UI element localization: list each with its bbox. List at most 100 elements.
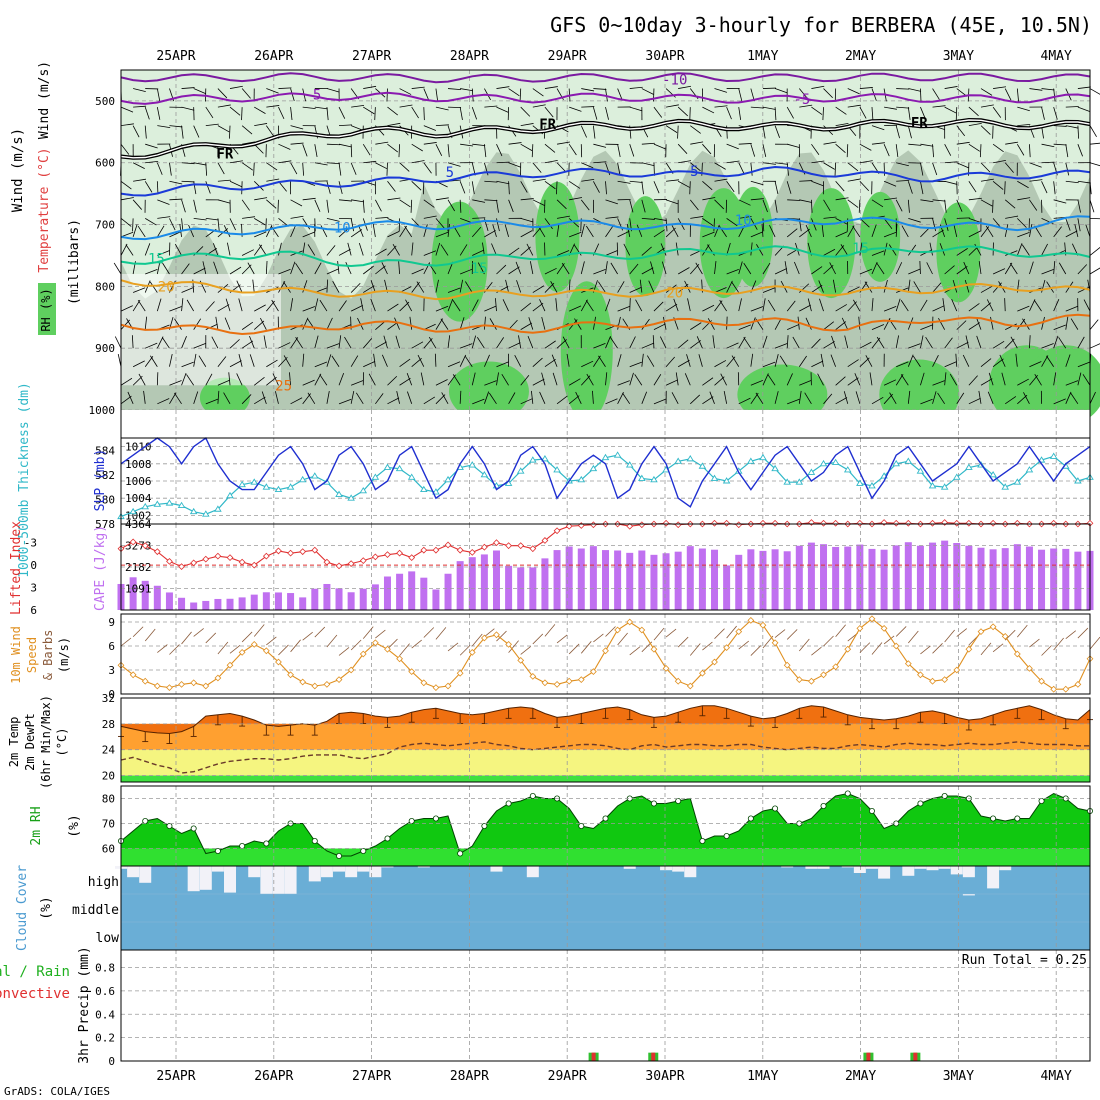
wind-speed-point — [565, 677, 573, 685]
wind-barb — [646, 355, 655, 367]
lifted-index-point — [820, 519, 827, 527]
wind-tick-label: 9 — [108, 616, 115, 629]
wind-barb — [541, 316, 546, 330]
thickness-point — [940, 483, 949, 490]
wind-barb — [871, 125, 885, 131]
wind-barb — [841, 317, 849, 330]
wind-barb — [811, 199, 813, 213]
wind-barb — [677, 339, 689, 349]
wind-barb — [460, 217, 473, 224]
wind-barb — [932, 88, 940, 100]
wind-barb — [1029, 179, 1043, 182]
wind-barb — [774, 88, 788, 94]
wind-barb — [483, 316, 486, 330]
wind-barb — [1083, 299, 1091, 312]
wind-barb — [846, 144, 849, 158]
wind-barb — [459, 354, 467, 367]
wind-barb — [127, 391, 134, 404]
cloud-high-bar — [950, 866, 963, 875]
wind-barb — [1070, 318, 1079, 330]
wind-barb — [992, 180, 1004, 190]
wind-barb — [580, 261, 585, 275]
wind-barb — [181, 372, 187, 386]
wind-barb — [859, 341, 872, 349]
rh2m-point — [214, 848, 221, 855]
wind-barb — [1058, 262, 1067, 275]
surface-wind-barbs — [120, 624, 1100, 656]
wind-barb — [835, 143, 846, 154]
thickness-point — [553, 466, 561, 473]
wind-barb — [242, 216, 256, 219]
wind-barb — [859, 87, 873, 89]
wind-barb — [532, 104, 546, 108]
cloud-high-bar — [805, 866, 818, 869]
lifted-index-point — [1086, 519, 1094, 527]
wind-barb — [447, 361, 461, 368]
wind-barb — [859, 242, 863, 256]
wind-barb — [951, 298, 958, 312]
wind-barb — [976, 335, 982, 349]
wind-barb — [1004, 181, 1006, 195]
wind-barb — [895, 125, 900, 139]
wind-barb — [407, 391, 413, 404]
wind-barb — [702, 231, 715, 238]
wind-barb — [265, 218, 267, 232]
axis-label-lifted-index: Lifted Index — [9, 521, 24, 615]
lifted-index-point — [565, 522, 573, 530]
wind-barb — [290, 261, 296, 275]
wind-barb — [351, 199, 365, 203]
wind-speed-point — [384, 645, 391, 653]
wind-barb — [133, 178, 147, 182]
wind-barb — [720, 373, 727, 386]
rh2m-point — [723, 833, 730, 840]
wind-barb — [266, 199, 277, 209]
wind-barb — [212, 243, 219, 256]
axis-label-millibars: (millibars) — [67, 219, 82, 305]
wind-barb — [484, 180, 498, 183]
wind-speed-point — [1074, 681, 1082, 688]
wind-barb — [714, 178, 728, 182]
lifted-index-point — [456, 546, 464, 554]
temp-tick-label: 20 — [102, 770, 115, 783]
lifted-index-point — [190, 559, 198, 567]
wind-barb — [641, 88, 654, 95]
wind-barb — [520, 302, 532, 312]
lifted-index-point — [674, 521, 682, 529]
wind-barb — [417, 354, 425, 367]
isotherm-label: 15 — [471, 261, 488, 277]
wind-barb — [731, 281, 740, 293]
wind-barb — [278, 242, 282, 256]
surface-wind-barb — [702, 641, 713, 651]
cape-bar — [274, 592, 282, 610]
isotherm-label: 5 — [446, 165, 454, 181]
thickness-point — [311, 472, 319, 479]
wind-barb — [544, 106, 554, 118]
wind-barb — [326, 317, 333, 330]
wind-barb — [1017, 197, 1031, 201]
wind-barb — [1017, 378, 1029, 386]
wind-barb — [544, 180, 556, 190]
wind-barb — [229, 106, 241, 116]
wind-barb — [337, 261, 340, 275]
surface-wind-barb — [605, 626, 616, 637]
surface-wind-barb — [520, 646, 531, 655]
wind-barb — [544, 86, 558, 89]
rh2m-point — [505, 800, 512, 807]
date-label-top: 1MAY — [747, 49, 778, 64]
cloud-high-bar — [284, 866, 297, 894]
wind-barb — [888, 244, 897, 256]
thickness-point — [480, 470, 489, 478]
wind-barb — [980, 378, 993, 386]
isotherm-line — [120, 313, 1091, 336]
surface-wind-barb — [908, 630, 919, 644]
wind-barb — [786, 162, 789, 176]
rh2m-point — [844, 790, 851, 797]
cloud-high-bar — [333, 866, 346, 872]
lifted-index-point — [153, 548, 161, 556]
wind-barb — [884, 197, 898, 201]
wind-barb — [181, 180, 195, 183]
cloud-level-label: middle — [72, 903, 119, 918]
wind-barb — [738, 143, 752, 145]
wind-barb — [314, 361, 328, 368]
wind-barb — [319, 374, 328, 386]
